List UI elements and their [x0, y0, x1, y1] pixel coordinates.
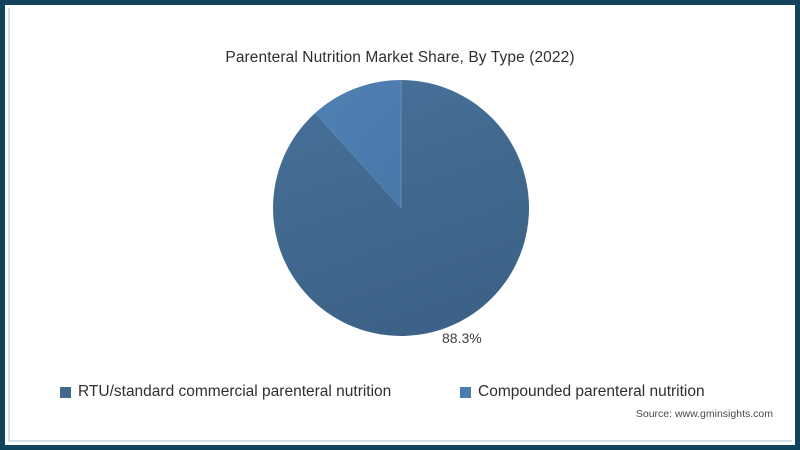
pie-slice-rtu-standard[interactable]: [273, 80, 530, 337]
frame-border-bottom: [0, 445, 800, 450]
frame-border-left: [0, 0, 5, 450]
frame-inner-line-left: [8, 8, 10, 442]
chart-title: Parenteral Nutrition Market Share, By Ty…: [225, 49, 575, 66]
frame-border-right: [795, 0, 800, 450]
legend-swatch-icon: [60, 386, 71, 398]
legend-item-compounded[interactable]: Compounded parenteral nutrition: [460, 383, 705, 401]
source-attribution: Source: www.gminsights.com: [635, 408, 773, 420]
frame-border-top: [0, 0, 800, 5]
pie-svg: [273, 80, 530, 337]
pie-slice-compounded[interactable]: [315, 80, 401, 208]
pie-value-label-rtu-standard: 88.3%: [442, 330, 482, 346]
legend-swatch-icon: [460, 386, 471, 398]
chart-legend: RTU/standard commercial parenteral nutri…: [5, 383, 795, 409]
frame-inner-line-bottom: [8, 440, 792, 442]
legend-item-rtu-standard[interactable]: RTU/standard commercial parenteral nutri…: [60, 383, 391, 401]
chart-canvas: Parenteral Nutrition Market Share, By Ty…: [5, 5, 795, 445]
legend-label-rtu-standard: RTU/standard commercial parenteral nutri…: [78, 383, 392, 400]
pie-chart: [270, 77, 532, 339]
legend-label-compounded: Compounded parenteral nutrition: [478, 383, 705, 400]
